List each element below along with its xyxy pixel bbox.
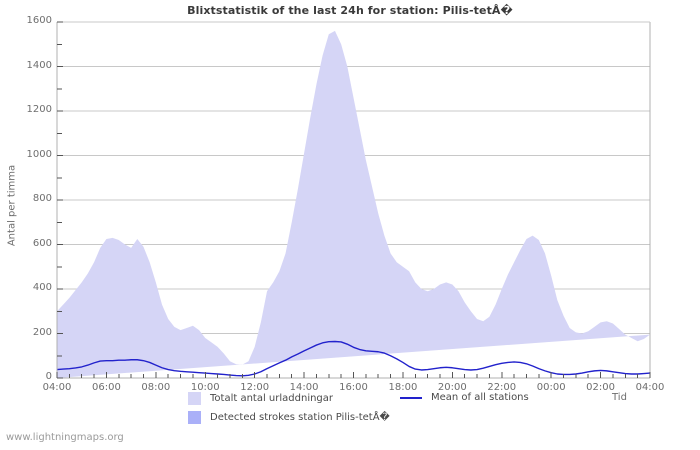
legend-item-mean: Mean of all stations bbox=[400, 392, 529, 403]
x-tick-label: 10:00 bbox=[190, 382, 220, 393]
x-tick-label: 22:00 bbox=[487, 382, 517, 393]
x-tick-label: 00:00 bbox=[536, 382, 566, 393]
legend-label-total-discharges: Totalt antal urladdningar bbox=[210, 393, 334, 404]
legend-swatch-total-discharges bbox=[188, 392, 201, 405]
x-tick-label: 12:00 bbox=[240, 382, 270, 393]
y-tick-label: 200 bbox=[32, 326, 52, 338]
legend-swatch-mean-line bbox=[400, 396, 422, 399]
y-tick-label: 800 bbox=[32, 193, 52, 204]
y-tick-label: 600 bbox=[32, 237, 52, 249]
legend-swatch-detected-strokes bbox=[188, 411, 201, 424]
x-tick-label: 06:00 bbox=[91, 382, 121, 393]
legend-label-mean: Mean of all stations bbox=[431, 392, 529, 403]
page-title: Blixtstatistik of the last 24h for stati… bbox=[187, 4, 513, 17]
x-tick-label: 02:00 bbox=[586, 382, 615, 393]
legend-item-total: Totalt antal urladdningar bbox=[188, 392, 333, 405]
x-tick-label: 20:00 bbox=[437, 382, 467, 393]
chart-legend: Totalt antal urladdningar Mean of all st… bbox=[0, 392, 700, 428]
x-axis-title: Tid bbox=[612, 392, 627, 403]
legend-label-detected-strokes: Detected strokes station Pilis-tetÅ� bbox=[210, 412, 390, 423]
x-tick-label: 04:00 bbox=[635, 382, 665, 393]
x-tick-label: 16:00 bbox=[339, 382, 368, 393]
y-tick-label: 400 bbox=[32, 282, 52, 293]
y-tick-label: 0 bbox=[45, 371, 52, 382]
site-footer: www.lightningmaps.org bbox=[6, 432, 124, 443]
x-tick-label: 14:00 bbox=[289, 382, 319, 393]
y-axis-tick-labels: 0 200 400 600 800 1000 1200 1400 1600 bbox=[8, 0, 52, 450]
y-tick-label: 1400 bbox=[26, 59, 52, 71]
x-tick-label: 08:00 bbox=[141, 382, 171, 393]
x-tick-label: 18:00 bbox=[388, 382, 418, 393]
y-tick-label: 1600 bbox=[26, 15, 52, 26]
y-tick-label: 1000 bbox=[26, 148, 52, 160]
x-tick-label: 04:00 bbox=[42, 382, 72, 393]
y-tick-label: 1200 bbox=[26, 104, 52, 115]
legend-item-station: Detected strokes station Pilis-tetÅ� bbox=[188, 411, 390, 424]
